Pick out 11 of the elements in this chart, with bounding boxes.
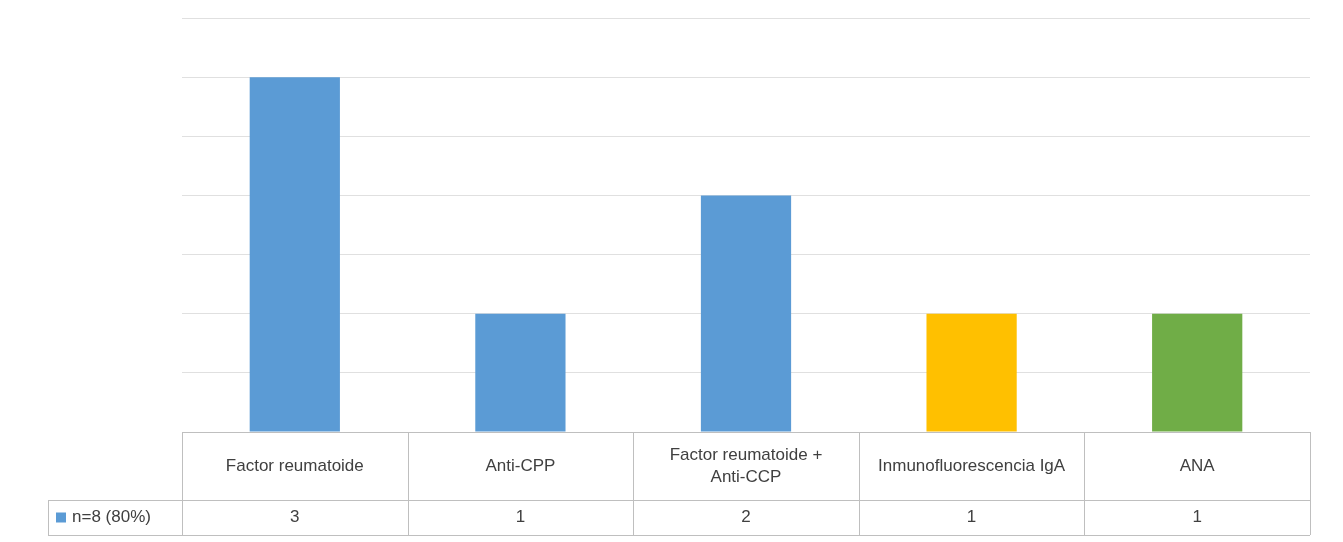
data-label: 2	[741, 507, 751, 527]
data-label: 1	[966, 507, 977, 527]
x-tick-label: Factor reumatoide + Anti-CCP	[669, 444, 823, 486]
data-label: 1	[515, 507, 526, 527]
data-label: 3	[290, 507, 300, 527]
legend-label: n=8 (80%)	[72, 507, 151, 527]
x-tick-label: Anti-CPP	[485, 455, 556, 475]
x-tick-label: Factor reumatoide	[225, 455, 364, 475]
data-label: 1	[1192, 507, 1202, 527]
x-tick-label: Inmunofluorescencia IgA	[878, 455, 1066, 475]
x-tick-label: ANA	[1179, 455, 1216, 475]
